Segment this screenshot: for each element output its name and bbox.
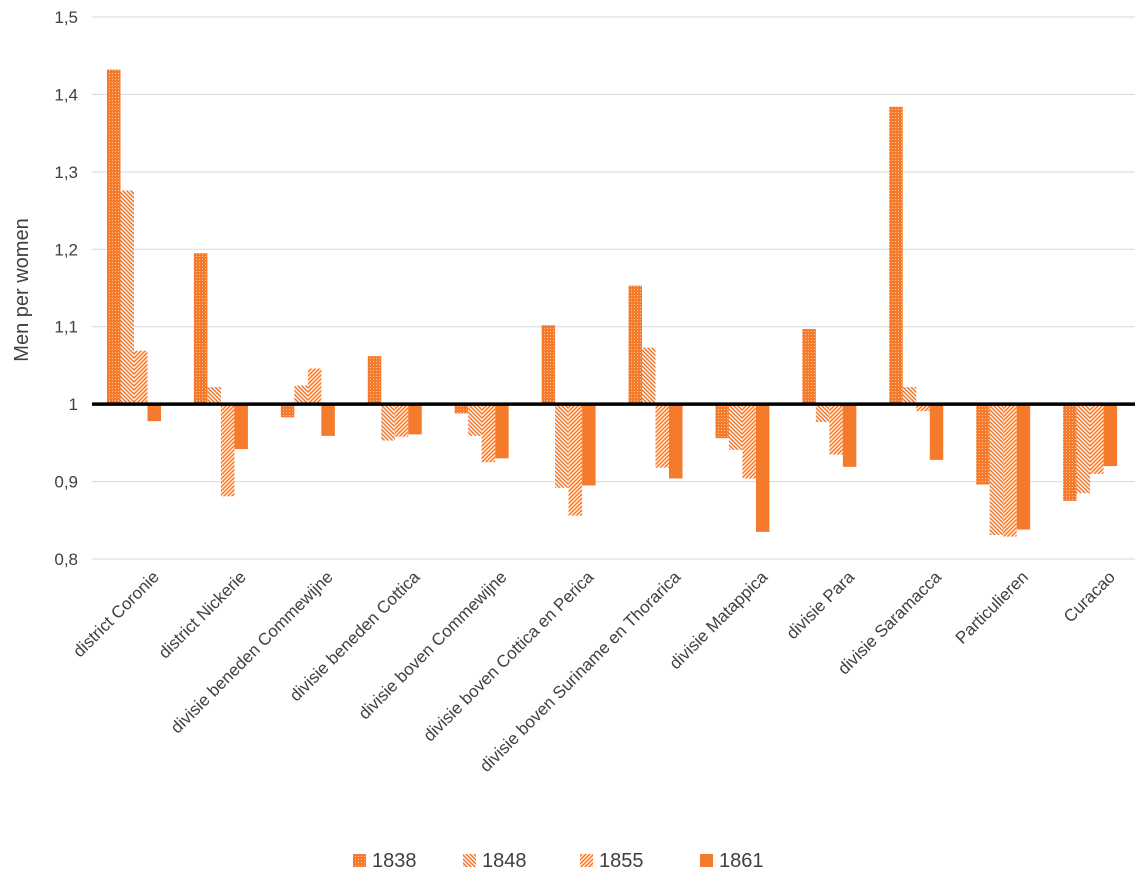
x-tick-label: divisie beneden Commewijne bbox=[167, 567, 337, 737]
y-axis-ticks: 0,8 0,9 1 1,1 1,2 1,3 1,4 1,5 bbox=[54, 8, 78, 569]
bar-1848-8 bbox=[815, 404, 830, 422]
legend-label-1861: 1861 bbox=[719, 850, 764, 872]
bar-1838-5 bbox=[541, 325, 556, 405]
bar-1838-4 bbox=[454, 404, 469, 414]
bar-1838-0 bbox=[107, 69, 121, 405]
y-tick-label: 1,2 bbox=[54, 240, 78, 259]
x-tick-label: divisie Para bbox=[783, 567, 859, 643]
bar-1848-2 bbox=[294, 385, 308, 405]
x-tick-label: divisie boven Suriname en Thorarica bbox=[476, 567, 685, 776]
bar-1855-0 bbox=[134, 350, 148, 405]
bar-1838-11 bbox=[1063, 404, 1077, 501]
y-tick-label: 0,9 bbox=[54, 473, 78, 492]
bar-1848-10 bbox=[989, 404, 1004, 535]
bar-1861-3 bbox=[408, 404, 422, 435]
bar-1861-9 bbox=[929, 404, 944, 460]
legend-swatch-1848 bbox=[463, 854, 476, 867]
bar-1861-0 bbox=[147, 404, 161, 422]
bar-1838-6 bbox=[628, 285, 642, 405]
bar-1848-3 bbox=[381, 404, 395, 441]
legend-swatch-1855 bbox=[580, 854, 593, 867]
bar-1848-9 bbox=[902, 387, 917, 405]
bar-1848-1 bbox=[207, 387, 221, 405]
legend: 1838 1848 1855 1861 bbox=[353, 850, 764, 872]
x-tick-label: Particulieren bbox=[952, 567, 1032, 647]
bar-1838-9 bbox=[889, 106, 903, 405]
bar-1848-5 bbox=[555, 404, 569, 488]
bar-1861-1 bbox=[234, 404, 248, 450]
y-tick-label: 1,1 bbox=[54, 318, 78, 337]
bar-1838-7 bbox=[715, 404, 729, 439]
bar-1855-10 bbox=[1003, 404, 1017, 537]
bar-1848-11 bbox=[1076, 404, 1091, 494]
y-tick-label: 1 bbox=[69, 395, 78, 414]
bar-1855-9 bbox=[916, 404, 930, 412]
bar-1861-8 bbox=[842, 404, 857, 467]
x-tick-label: divisie boven Commewijne bbox=[355, 567, 511, 723]
bar-1838-10 bbox=[976, 404, 990, 485]
bar-1855-4 bbox=[481, 404, 496, 463]
bar-1855-5 bbox=[568, 404, 583, 516]
x-tick-label: district Nickerie bbox=[155, 567, 250, 662]
bar-1855-2 bbox=[307, 368, 322, 405]
y-tick-label: 1,5 bbox=[54, 8, 78, 27]
x-tick-label: Curacao bbox=[1060, 567, 1119, 626]
bar-1848-6 bbox=[642, 347, 656, 405]
legend-label-1855: 1855 bbox=[599, 850, 644, 872]
bar-1861-4 bbox=[495, 404, 509, 459]
legend-label-1838: 1838 bbox=[372, 850, 417, 872]
bar-1855-11 bbox=[1090, 404, 1104, 474]
x-tick-label: divisie boven Cottica en Perica bbox=[420, 567, 598, 745]
bar-1861-7 bbox=[755, 404, 770, 532]
legend-label-1848: 1848 bbox=[482, 850, 527, 872]
y-tick-label: 0,8 bbox=[54, 550, 78, 569]
bar-1855-1 bbox=[220, 404, 235, 497]
bar-1838-8 bbox=[802, 329, 816, 405]
y-axis-title: Men per women bbox=[11, 218, 33, 361]
bar-1861-5 bbox=[582, 404, 596, 486]
bar-1848-0 bbox=[120, 190, 134, 405]
bar-1838-2 bbox=[280, 404, 295, 418]
x-tick-label: district Coronie bbox=[69, 567, 163, 661]
bar-1848-7 bbox=[728, 404, 743, 450]
legend-swatch-1861 bbox=[700, 854, 713, 867]
bar-1861-10 bbox=[1016, 404, 1031, 530]
y-tick-label: 1,4 bbox=[54, 85, 78, 104]
bar-1855-3 bbox=[394, 404, 409, 437]
bar-1855-7 bbox=[742, 404, 756, 479]
bar-1838-1 bbox=[193, 253, 208, 405]
bar-1861-11 bbox=[1103, 404, 1118, 467]
y-tick-label: 1,3 bbox=[54, 163, 78, 182]
bar-1848-4 bbox=[468, 404, 482, 436]
legend-swatch-1838 bbox=[353, 854, 366, 867]
bar-1855-8 bbox=[829, 404, 843, 455]
bars bbox=[107, 69, 1118, 537]
bar-1861-6 bbox=[669, 404, 683, 479]
bar-1855-6 bbox=[655, 404, 669, 468]
bar-1838-3 bbox=[367, 356, 382, 405]
bar-1861-2 bbox=[321, 404, 335, 436]
